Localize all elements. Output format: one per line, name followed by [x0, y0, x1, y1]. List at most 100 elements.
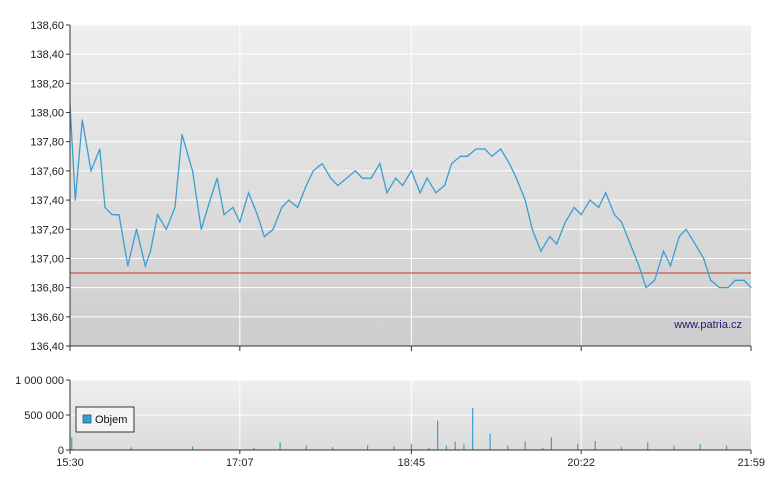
price-panel-background — [70, 25, 751, 346]
volume-x-axis: 15:30 17:07 18:45 20:22 21:59 — [56, 450, 765, 469]
price-point — [435, 192, 437, 194]
legend-label: Objem — [95, 414, 127, 426]
price-y-tick-label: 136,40 — [30, 341, 64, 353]
volume-y-tick-label: 1 000 000 — [15, 375, 64, 387]
price-point — [99, 148, 101, 150]
price-point — [395, 177, 397, 179]
price-y-tick-label: 138,20 — [30, 78, 64, 90]
price-point — [466, 155, 468, 157]
price-point — [540, 250, 542, 252]
volume-bar — [253, 447, 255, 450]
price-point — [263, 235, 265, 238]
price-point — [386, 192, 388, 194]
price-point — [281, 206, 283, 208]
price-point — [144, 265, 146, 267]
price-y-tick-label: 137,40 — [30, 195, 64, 207]
price-y-tick-label: 138,40 — [30, 49, 64, 61]
price-y-tick-label: 136,60 — [30, 312, 64, 324]
price-point — [256, 214, 258, 216]
price-point — [272, 228, 274, 230]
volume-grid — [70, 379, 751, 450]
price-point — [678, 235, 680, 238]
price-y-tick-label: 137,80 — [30, 137, 64, 149]
price-point — [379, 163, 381, 165]
price-point — [354, 170, 356, 172]
price-point — [305, 184, 307, 187]
price-point — [74, 199, 76, 201]
volume-y-tick-label: 0 — [58, 445, 64, 457]
price-point — [750, 287, 752, 289]
volume-bar — [594, 440, 596, 450]
price-point — [402, 184, 404, 187]
volume-bar — [647, 442, 649, 450]
price-point — [410, 170, 412, 172]
volume-bar — [428, 447, 430, 450]
price-point — [426, 177, 428, 179]
price-point — [127, 265, 129, 267]
price-point — [727, 287, 729, 289]
price-point — [629, 243, 631, 245]
price-point — [444, 184, 446, 187]
price-point — [370, 177, 372, 179]
price-point — [346, 177, 348, 179]
volume-bar — [71, 437, 73, 450]
price-point — [216, 177, 218, 179]
price-point — [321, 163, 323, 165]
volume-bar — [410, 443, 412, 450]
price-x-axis — [69, 346, 752, 351]
volume-bar — [699, 444, 701, 450]
price-point — [451, 163, 453, 165]
price-y-tick-label: 137,00 — [30, 253, 64, 265]
volume-bar — [191, 446, 194, 450]
price-point — [734, 279, 736, 281]
price-point — [694, 243, 696, 245]
price-point — [296, 206, 299, 208]
volume-bar — [577, 443, 579, 450]
price-point — [209, 199, 211, 201]
price-point — [743, 279, 745, 281]
price-point — [90, 170, 92, 172]
price-point — [662, 250, 665, 252]
volume-y-tick-label: 500 000 — [24, 410, 64, 422]
volume-bar — [130, 447, 132, 450]
price-point — [573, 206, 575, 208]
volume-bar — [279, 442, 281, 450]
price-point — [549, 235, 551, 238]
volume-legend: Objem — [75, 406, 135, 433]
price-point — [605, 192, 607, 194]
volume-bar — [437, 420, 439, 450]
price-point — [580, 214, 582, 216]
x-tick-label: 18:45 — [398, 457, 426, 469]
price-point — [200, 228, 202, 230]
price-point — [174, 206, 176, 208]
price-point — [654, 279, 656, 281]
price-point — [508, 163, 511, 165]
price-point — [118, 214, 120, 216]
price-point — [135, 228, 138, 230]
price-point — [589, 199, 591, 201]
price-point — [620, 221, 623, 223]
price-point — [524, 199, 526, 201]
price-point — [223, 214, 225, 216]
price-y-tick-label: 138,00 — [30, 108, 64, 120]
price-point — [613, 214, 616, 216]
volume-y-axis: 0 500 000 1 000 000 — [15, 375, 70, 457]
volume-bar — [305, 445, 307, 450]
x-tick-label: 20:22 — [567, 457, 595, 469]
price-point — [104, 206, 106, 208]
volume-bar — [550, 437, 553, 450]
price-point — [638, 265, 640, 267]
price-y-tick-label: 137,60 — [30, 166, 64, 178]
price-point — [645, 287, 647, 289]
price-point — [312, 170, 314, 172]
price-points — [69, 104, 752, 289]
price-point — [598, 206, 600, 208]
volume-bar — [393, 446, 395, 450]
price-point — [556, 243, 558, 245]
price-point — [491, 155, 493, 157]
x-tick-label: 15:30 — [56, 457, 84, 469]
price-point — [361, 177, 363, 179]
price-point — [419, 192, 421, 194]
price-point — [459, 155, 461, 157]
price-point — [239, 221, 241, 223]
